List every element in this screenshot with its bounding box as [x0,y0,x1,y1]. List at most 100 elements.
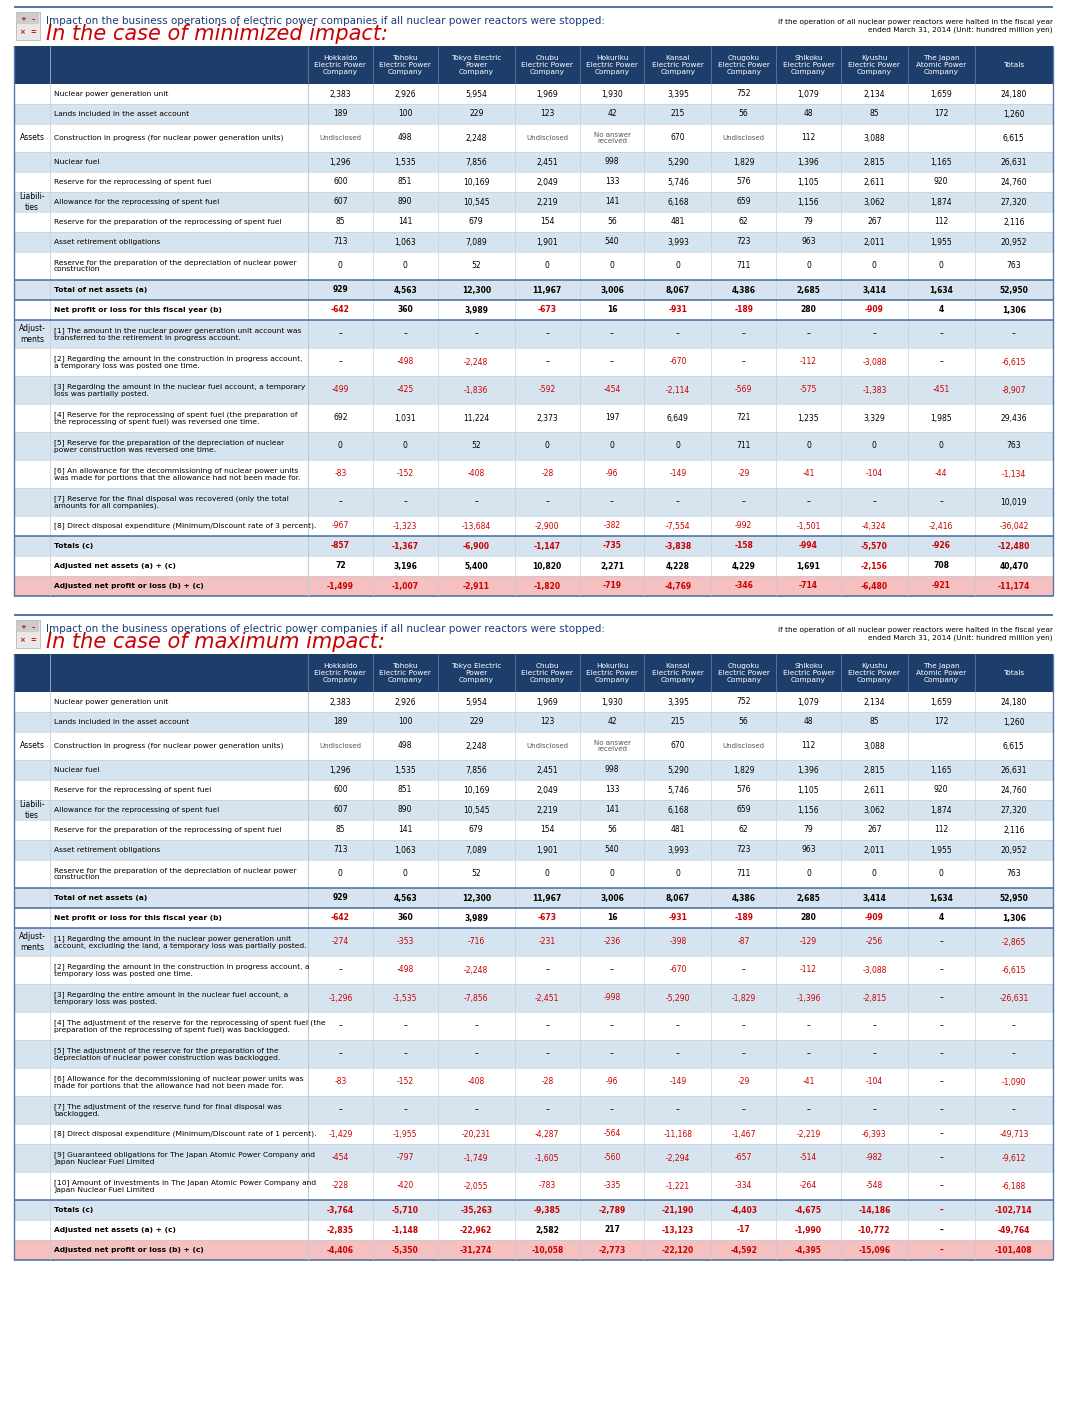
Text: -13,684: -13,684 [462,521,491,530]
Text: -592: -592 [539,386,556,394]
Text: 2,049: 2,049 [537,177,558,187]
Text: -735: -735 [603,541,621,551]
Text: 2,134: 2,134 [863,697,886,707]
Text: –: – [939,1078,943,1087]
Text: 0: 0 [609,261,615,270]
Text: -1,467: -1,467 [732,1130,755,1138]
Bar [14,928,1053,955]
Text: 4,386: 4,386 [732,894,755,902]
Text: Adjust-
ments: Adjust- ments [18,932,46,951]
Text: -112: -112 [800,357,817,367]
Text: -4,287: -4,287 [535,1130,559,1138]
Text: Reserve for the preparation of the reprocessing of spent fuel: Reserve for the preparation of the repro… [54,827,282,833]
Text: 540: 540 [605,237,619,247]
Text: 763: 763 [1006,261,1021,270]
Text: -1,090: -1,090 [1002,1078,1026,1087]
Text: Allowance for the reprocessing of spent fuel: Allowance for the reprocessing of spent … [54,807,219,813]
Text: -12,480: -12,480 [998,541,1030,551]
Text: Assets: Assets [19,133,45,143]
Text: -35,263: -35,263 [460,1205,492,1214]
Text: Impact on the business operations of electric power companies if all nuclear pow: Impact on the business operations of ele… [46,16,605,26]
Text: 42: 42 [607,717,617,727]
Text: –: – [742,1021,746,1031]
Text: 85: 85 [336,825,346,834]
Text: -104: -104 [865,470,883,478]
Text: [5] Reserve for the preparation of the depreciation of nuclear
power constructio: [5] Reserve for the preparation of the d… [54,440,284,453]
Text: –: – [807,1050,811,1058]
Text: 763: 763 [1006,870,1021,878]
Text: –: – [545,357,550,367]
Text: -14,186: -14,186 [858,1205,891,1214]
Text: 890: 890 [398,197,413,207]
Text: 607: 607 [333,805,348,814]
Text: 0: 0 [872,870,877,878]
Text: -2,294: -2,294 [666,1154,690,1162]
Bar [14,760,1053,780]
Text: 1,901: 1,901 [537,845,558,854]
Text: 112: 112 [934,825,949,834]
Text: In the case of maximum impact:: In the case of maximum impact: [46,633,385,653]
Text: 7,089: 7,089 [465,845,488,854]
Bar [14,614,1053,615]
Text: 963: 963 [801,845,816,854]
Text: 112: 112 [934,217,949,227]
Text: 708: 708 [934,561,950,571]
Text: -5,710: -5,710 [392,1205,418,1214]
Text: -5,350: -5,350 [392,1245,418,1255]
Text: 141: 141 [605,805,619,814]
Bar [14,104,1053,124]
Text: 0: 0 [806,870,811,878]
Text: -575: -575 [800,386,817,394]
Text: -10,772: -10,772 [858,1225,891,1234]
Text: 1,306: 1,306 [1002,306,1025,314]
Text: -4,395: -4,395 [795,1245,822,1255]
Text: 1,659: 1,659 [930,697,952,707]
Text: -6,615: -6,615 [1002,965,1026,974]
Text: 1,985: 1,985 [930,414,952,423]
Text: 0: 0 [609,441,615,450]
Text: Totals: Totals [1003,670,1024,675]
Text: 3,993: 3,993 [667,845,689,854]
Text: Totals: Totals [1003,61,1024,69]
Text: -420: -420 [397,1181,414,1191]
Bar [14,280,1053,300]
Bar [14,888,1053,908]
Text: Reserve for the preparation of the depreciation of nuclear power
construction: Reserve for the preparation of the depre… [54,260,297,273]
Text: Undisclosed: Undisclosed [526,136,569,141]
Text: 2,815: 2,815 [863,157,885,167]
Text: 0: 0 [338,441,343,450]
Text: 5,746: 5,746 [667,177,689,187]
Text: -2,835: -2,835 [327,1225,354,1234]
Text: [2] Regarding the amount in the construction in progress account,
a temporary lo: [2] Regarding the amount in the construc… [54,356,303,368]
Text: –: – [807,497,811,507]
Bar [14,1220,1053,1240]
Bar [14,433,1053,460]
Bar [14,488,1053,516]
Text: -454: -454 [332,1154,349,1162]
Text: –: – [873,1105,876,1114]
Text: –: – [545,1021,550,1031]
Text: –: – [807,1105,811,1114]
Text: Nuclear fuel: Nuclear fuel [54,767,99,773]
Text: 229: 229 [469,717,483,727]
Text: 679: 679 [468,217,483,227]
Text: –: – [475,330,478,338]
Text: -642: -642 [331,914,350,922]
Text: -3,838: -3,838 [665,541,691,551]
Text: –: – [939,330,943,338]
Text: -2,114: -2,114 [666,386,690,394]
Text: 2,373: 2,373 [537,414,558,423]
Text: –: – [545,1105,550,1114]
Text: -15,096: -15,096 [858,1245,890,1255]
Text: 723: 723 [736,845,751,854]
Text: 11,224: 11,224 [463,414,490,423]
Bar [14,124,1053,151]
Text: 1,874: 1,874 [930,197,952,207]
Text: [8] Direct disposal expenditure (Minimum/Discount rate of 1 percent).: [8] Direct disposal expenditure (Minimum… [54,1131,317,1137]
Bar [14,84,1053,104]
Text: [3] Regarding the amount in the nuclear fuel account, a temporary
loss was parti: [3] Regarding the amount in the nuclear … [54,383,305,397]
Text: -451: -451 [933,386,950,394]
Text: 0: 0 [402,870,408,878]
Text: 5,954: 5,954 [465,90,488,99]
Text: 2,011: 2,011 [863,237,885,247]
